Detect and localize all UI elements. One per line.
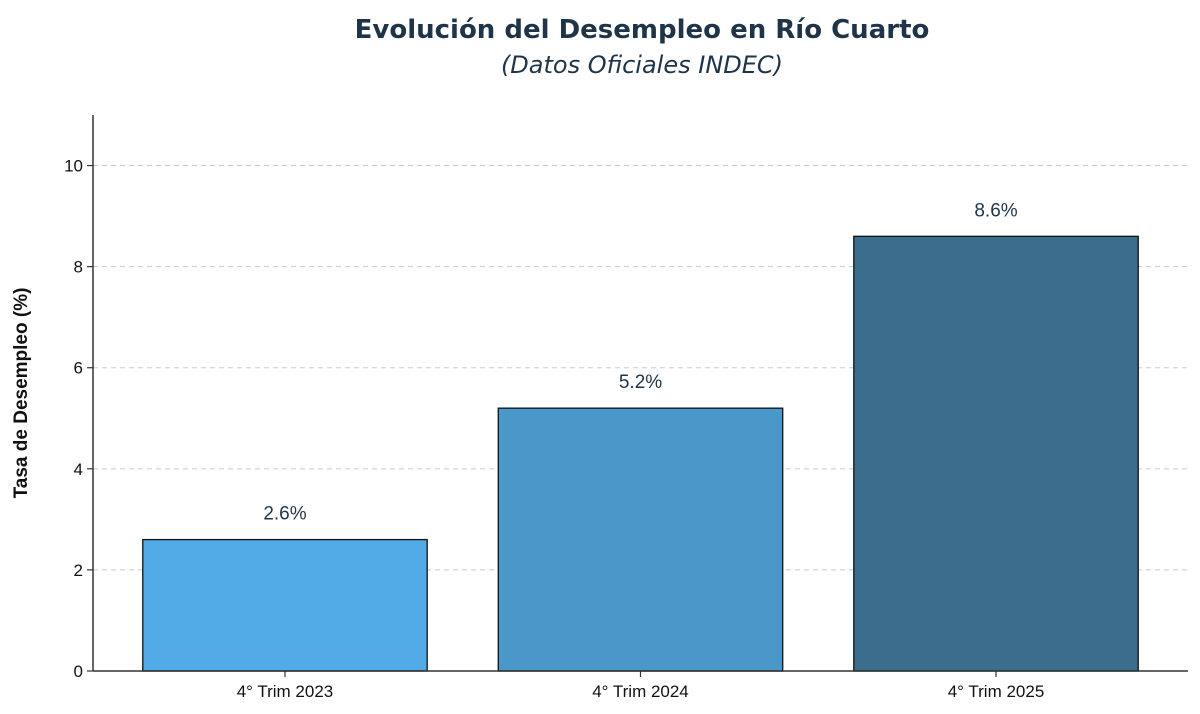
chart-subtitle: (Datos Oficiales INDEC) (501, 51, 783, 79)
y-tick-label: 10 (64, 157, 83, 176)
y-tick-label: 8 (74, 258, 83, 277)
y-tick-label: 0 (74, 662, 83, 681)
y-tick-label: 6 (74, 359, 83, 378)
data-label: 2.6% (263, 504, 306, 525)
x-tick-label: 4° Trim 2024 (592, 682, 689, 701)
x-tick-label: 4° Trim 2023 (237, 682, 334, 701)
bar (142, 538, 428, 672)
chart-title: Evolución del Desempleo en Río Cuarto (355, 15, 930, 45)
y-tick-label: 2 (74, 561, 83, 580)
y-tick-label: 4 (74, 460, 83, 479)
bar (853, 235, 1139, 672)
data-label: 8.6% (974, 200, 1017, 221)
x-tick-label: 4° Trim 2025 (948, 682, 1045, 701)
bar (497, 407, 784, 672)
y-axis-label: Tasa de Desempleo (%) (11, 288, 32, 499)
data-label: 5.2% (619, 372, 662, 393)
